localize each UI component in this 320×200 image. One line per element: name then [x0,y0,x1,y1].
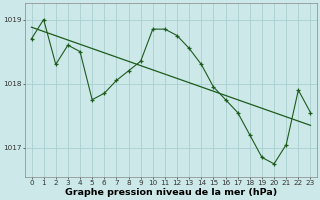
X-axis label: Graphe pression niveau de la mer (hPa): Graphe pression niveau de la mer (hPa) [65,188,277,197]
